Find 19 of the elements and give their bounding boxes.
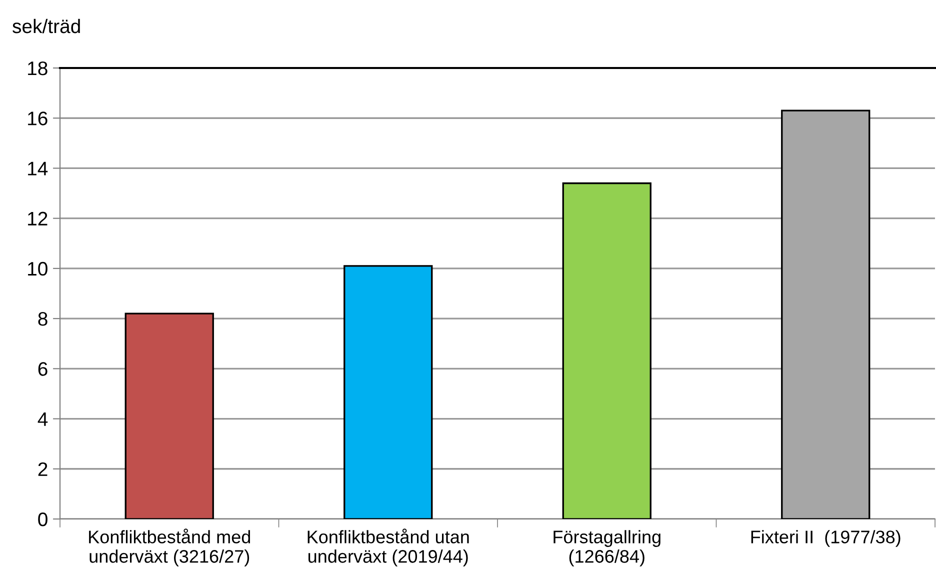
- y-tick-label: 0: [38, 512, 48, 526]
- y-tick-label: 6: [38, 362, 48, 376]
- x-tick-label: Konfliktbestånd med underväxt (3216/27): [89, 528, 250, 566]
- y-axis-title: sek/träd: [12, 18, 80, 34]
- y-tick-label: 10: [28, 262, 48, 276]
- y-tick-label: 4: [38, 412, 48, 426]
- x-tick-label: Fixteri II (1977/38): [751, 530, 900, 547]
- bar: [562, 182, 652, 519]
- y-tick-label: 14: [28, 162, 48, 176]
- x-tick-label: Förstagallring (1266/84): [554, 530, 660, 566]
- y-tick-label: 18: [28, 61, 48, 76]
- y-tick-label: 2: [38, 462, 48, 476]
- x-tick-label: Konfliktbestånd utan underväxt (2019/44): [308, 528, 469, 566]
- bar: [781, 110, 870, 519]
- y-tick-label: 8: [38, 312, 48, 326]
- bar: [344, 265, 433, 519]
- y-tick-label: 12: [28, 212, 48, 226]
- bar: [124, 312, 214, 519]
- y-tick-label: 16: [28, 112, 48, 126]
